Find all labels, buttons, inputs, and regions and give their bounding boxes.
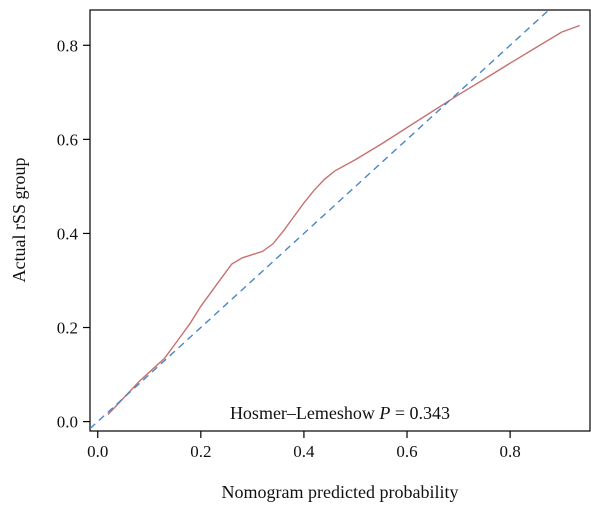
plot-frame	[89, 9, 591, 432]
y-tick-label: 0.8	[57, 36, 78, 55]
x-tick-label: 0.0	[87, 442, 108, 461]
y-tick-label: 0.6	[57, 130, 78, 149]
x-tick-label: 0.6	[396, 442, 417, 461]
x-tick-label: 0.2	[190, 442, 211, 461]
y-axis-title: Actual rSS group	[9, 158, 29, 283]
series-layer	[90, 10, 580, 430]
y-tick-label: 0.2	[57, 319, 78, 338]
x-tick-label: 0.4	[293, 442, 315, 461]
x-axis-title: Nomogram predicted probability	[222, 482, 459, 502]
x-tick-label: 0.8	[499, 442, 520, 461]
y-tick-label: 0.4	[57, 224, 79, 243]
y-tick-label: 0.0	[57, 413, 78, 432]
annotation-stat: P	[378, 403, 390, 423]
y-axis: 0.0 0.2 0.4 0.6 0.8	[57, 36, 90, 432]
hosmer-lemeshow-annotation: Hosmer–Lemeshow P = 0.343	[230, 403, 450, 423]
reference-diagonal-line	[90, 10, 550, 430]
calibration-curve	[107, 24, 580, 415]
x-axis: 0.0 0.2 0.4 0.6 0.8	[87, 431, 521, 461]
annotation-prefix: Hosmer–Lemeshow	[230, 403, 379, 423]
annotation-suffix: = 0.343	[390, 403, 450, 423]
